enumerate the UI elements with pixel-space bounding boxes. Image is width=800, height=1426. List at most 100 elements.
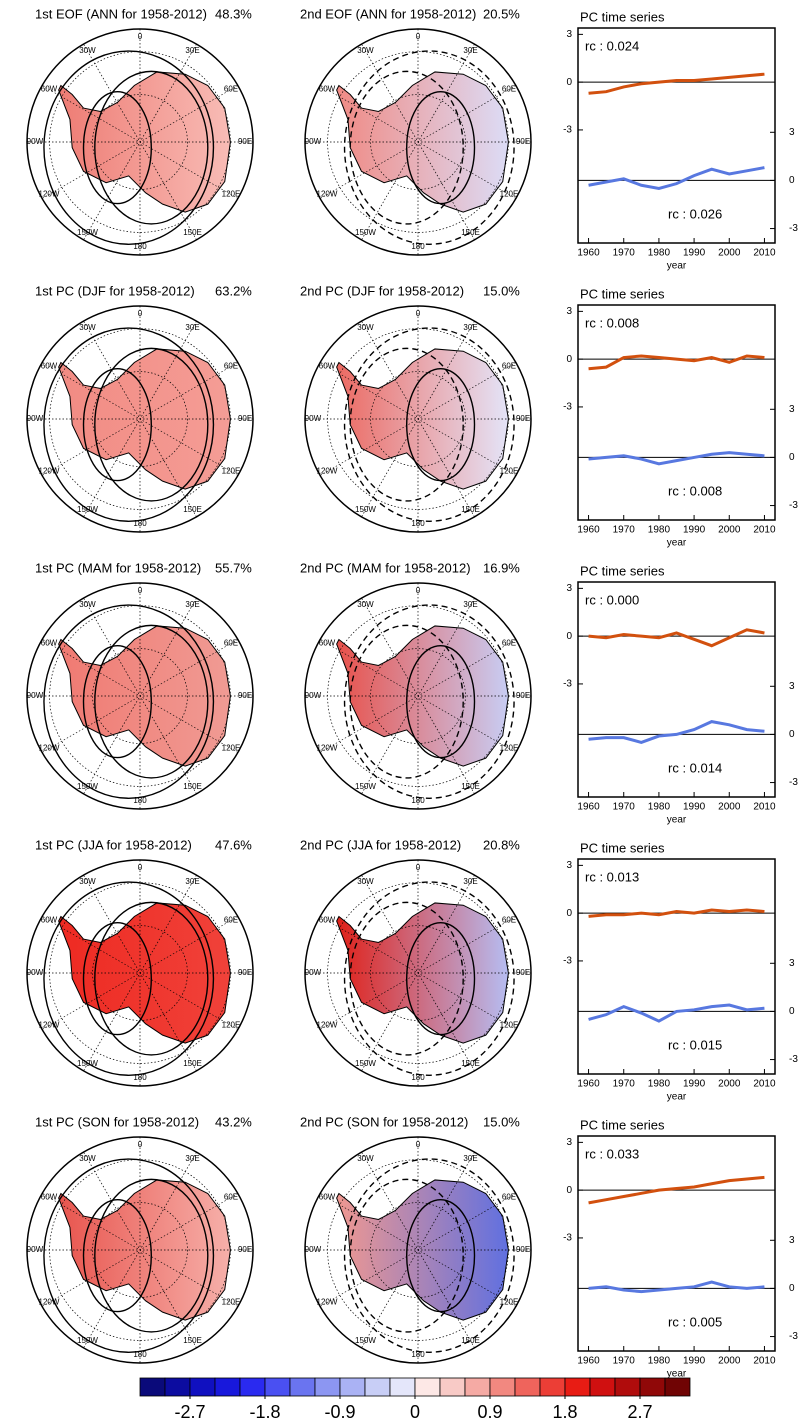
y-tick-label: 3 — [566, 583, 572, 594]
colorbar-label: -2.7 — [174, 1402, 205, 1422]
contour — [406, 922, 476, 1036]
contour — [349, 1178, 464, 1333]
x-tick-label: 2000 — [718, 802, 741, 813]
y2-tick-label: -3 — [789, 1054, 798, 1065]
colorbar-box — [589, 1377, 616, 1397]
colorbar-box — [389, 1377, 416, 1397]
colorbar-box — [539, 1377, 566, 1397]
lon-label: 120E — [500, 1021, 519, 1030]
meridian — [361, 1151, 475, 1349]
colorbar-box — [339, 1377, 366, 1397]
lon-label: 120W — [39, 1298, 60, 1307]
lon-label: 90W — [305, 1245, 322, 1254]
lon-label: 150E — [183, 505, 202, 514]
colorbar-box — [214, 1377, 241, 1397]
lon-label: 90W — [27, 1245, 44, 1254]
lon-label: 30E — [463, 46, 477, 55]
lon-label: 60W — [41, 1193, 58, 1202]
lon-label: 120E — [500, 190, 519, 199]
lon-label: 90E — [516, 968, 530, 977]
lon-label: 30W — [79, 1154, 96, 1163]
lon-label: 60W — [319, 639, 336, 648]
y2-tick-label: 0 — [789, 1283, 795, 1294]
variance: 55.7% — [215, 560, 252, 575]
contour — [349, 347, 464, 502]
variance: 20.8% — [483, 837, 520, 852]
colorbar-box — [639, 1377, 666, 1397]
meridian — [83, 1151, 197, 1349]
lon-label: 60E — [224, 85, 238, 94]
map-title: 1st PC (DJF for 1958-2012) — [35, 283, 195, 298]
pc-smooth-line — [588, 908, 765, 918]
pc-smooth-line — [588, 166, 765, 190]
lon-label: 30W — [357, 1154, 374, 1163]
lon-label: 150W — [77, 1336, 98, 1345]
lon-label: 150E — [183, 1336, 202, 1345]
lon-label: 150W — [355, 782, 376, 791]
x-tick-label: 1970 — [613, 802, 636, 813]
lon-label: 120E — [222, 467, 241, 476]
colorbar-box — [239, 1377, 266, 1397]
map-title: 2nd PC (JJA for 1958-2012) — [300, 837, 461, 852]
lon-label: 180 — [411, 796, 425, 805]
pc-smooth-line — [588, 1003, 765, 1023]
lon-label: 30W — [79, 877, 96, 886]
contour — [94, 624, 209, 779]
lon-label: 90E — [516, 414, 530, 423]
lon-label: 90E — [516, 691, 530, 700]
lon-label: 60W — [41, 639, 58, 648]
lon-label: 60W — [319, 1193, 336, 1202]
pc-smooth-line — [588, 451, 765, 466]
contour — [343, 327, 515, 522]
x-tick-label: 1970 — [613, 248, 636, 259]
variance: 15.0% — [483, 1114, 520, 1129]
lon-label: 30E — [185, 46, 199, 55]
y-tick-label: 3 — [566, 29, 572, 40]
map-title: 2nd PC (DJF for 1958-2012) — [300, 283, 464, 298]
y2-tick-label: -3 — [789, 223, 798, 234]
lon-label: 60W — [41, 916, 58, 925]
lon-label: 150W — [355, 1059, 376, 1068]
y2-tick-label: 3 — [789, 958, 795, 969]
map-title: 2nd PC (MAM for 1958-2012) — [300, 560, 471, 575]
pc-smooth-line — [588, 72, 765, 95]
y-tick-label: 3 — [566, 1137, 572, 1148]
y2-tick-label: 0 — [789, 175, 795, 186]
lon-label: 150E — [461, 1336, 480, 1345]
map-title: 1st PC (MAM for 1958-2012) — [35, 560, 201, 575]
lon-label: 60E — [224, 1193, 238, 1202]
x-tick-label: 1980 — [648, 1356, 671, 1367]
lon-label: 120W — [317, 467, 338, 476]
lon-label: 30E — [463, 1154, 477, 1163]
x-tick-label: 1960 — [577, 248, 600, 259]
lon-label: 120E — [222, 1298, 241, 1307]
x-tick-label: 2010 — [753, 1356, 776, 1367]
lon-label: 0 — [416, 1140, 421, 1149]
x-tick-label: 1970 — [613, 1079, 636, 1090]
lon-label: 90W — [305, 137, 322, 146]
lon-label: 180 — [133, 242, 147, 251]
x-tick-label: 2000 — [718, 1356, 741, 1367]
lon-label: 30W — [79, 46, 96, 55]
map-title: 1st PC (SON for 1958-2012) — [35, 1114, 199, 1129]
x-tick-label: 1960 — [577, 1079, 600, 1090]
contour — [82, 368, 153, 482]
colorbar-label: -0.9 — [324, 1402, 355, 1422]
plot-frame — [577, 581, 776, 798]
x-tick-label: 1960 — [577, 525, 600, 536]
lon-label: 60E — [224, 639, 238, 648]
contour — [349, 70, 464, 225]
lon-label: 120E — [500, 744, 519, 753]
contour — [406, 91, 476, 205]
variance: 43.2% — [215, 1114, 252, 1129]
x-tick-label: 1970 — [613, 525, 636, 536]
y2-tick-label: -3 — [789, 777, 798, 788]
lon-label: 120E — [222, 744, 241, 753]
lon-label: 0 — [138, 586, 143, 595]
lon-label: 180 — [411, 242, 425, 251]
lon-label: 150W — [355, 228, 376, 237]
x-tick-label: 2010 — [753, 802, 776, 813]
colorbar-box — [164, 1377, 191, 1397]
lon-label: 30E — [463, 877, 477, 886]
